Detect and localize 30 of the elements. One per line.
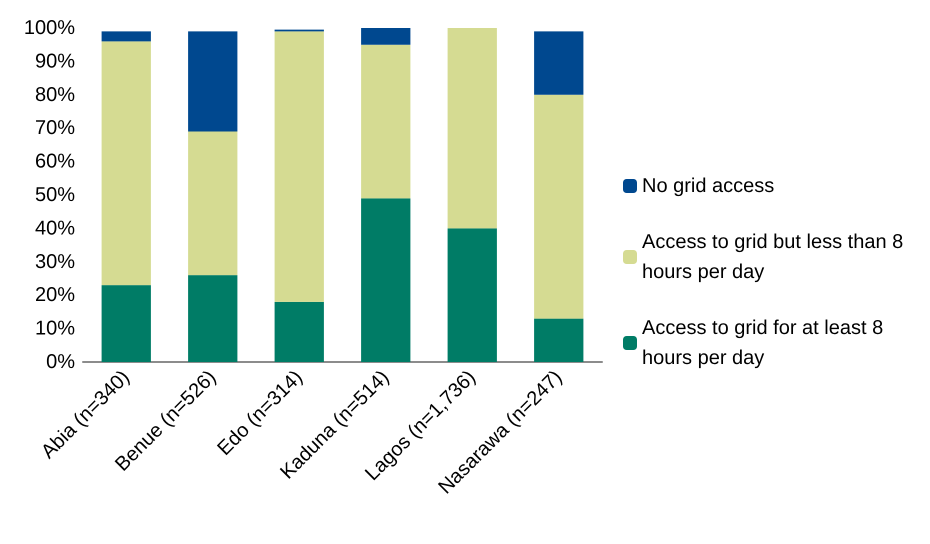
y-tick-label: 40%	[34, 217, 76, 240]
bar	[188, 31, 238, 132]
y-tick-label: 0%	[46, 351, 76, 373]
bar	[188, 275, 238, 362]
bar	[448, 28, 497, 228]
legend-label: Access to grid but less than 8 hours per day	[642, 231, 909, 283]
y-tick-label: 60%	[34, 150, 76, 173]
y-tick-label: 30%	[34, 250, 76, 273]
bar	[274, 302, 324, 362]
bar	[534, 31, 584, 95]
bar	[274, 31, 324, 302]
bar	[361, 44, 410, 198]
legend-label: Access to grid for at least 8 hours per day	[642, 317, 889, 369]
y-tick-label: 10%	[34, 318, 76, 340]
bar	[448, 228, 497, 362]
y-tick-label: 70%	[34, 117, 76, 140]
bar	[102, 41, 151, 286]
legend-label: No grid access	[642, 175, 774, 197]
y-tick-label: 50%	[34, 184, 76, 206]
bar	[534, 94, 584, 319]
bar	[534, 318, 584, 362]
y-tick-label: 100%	[24, 17, 76, 39]
y-tick-label: 20%	[34, 284, 76, 306]
y-tick-label: 90%	[34, 50, 76, 72]
y-tick-label: 80%	[34, 84, 76, 106]
bar	[102, 31, 151, 42]
bar	[102, 285, 151, 362]
bar	[188, 132, 238, 276]
bar	[361, 198, 410, 362]
bar	[361, 28, 410, 45]
